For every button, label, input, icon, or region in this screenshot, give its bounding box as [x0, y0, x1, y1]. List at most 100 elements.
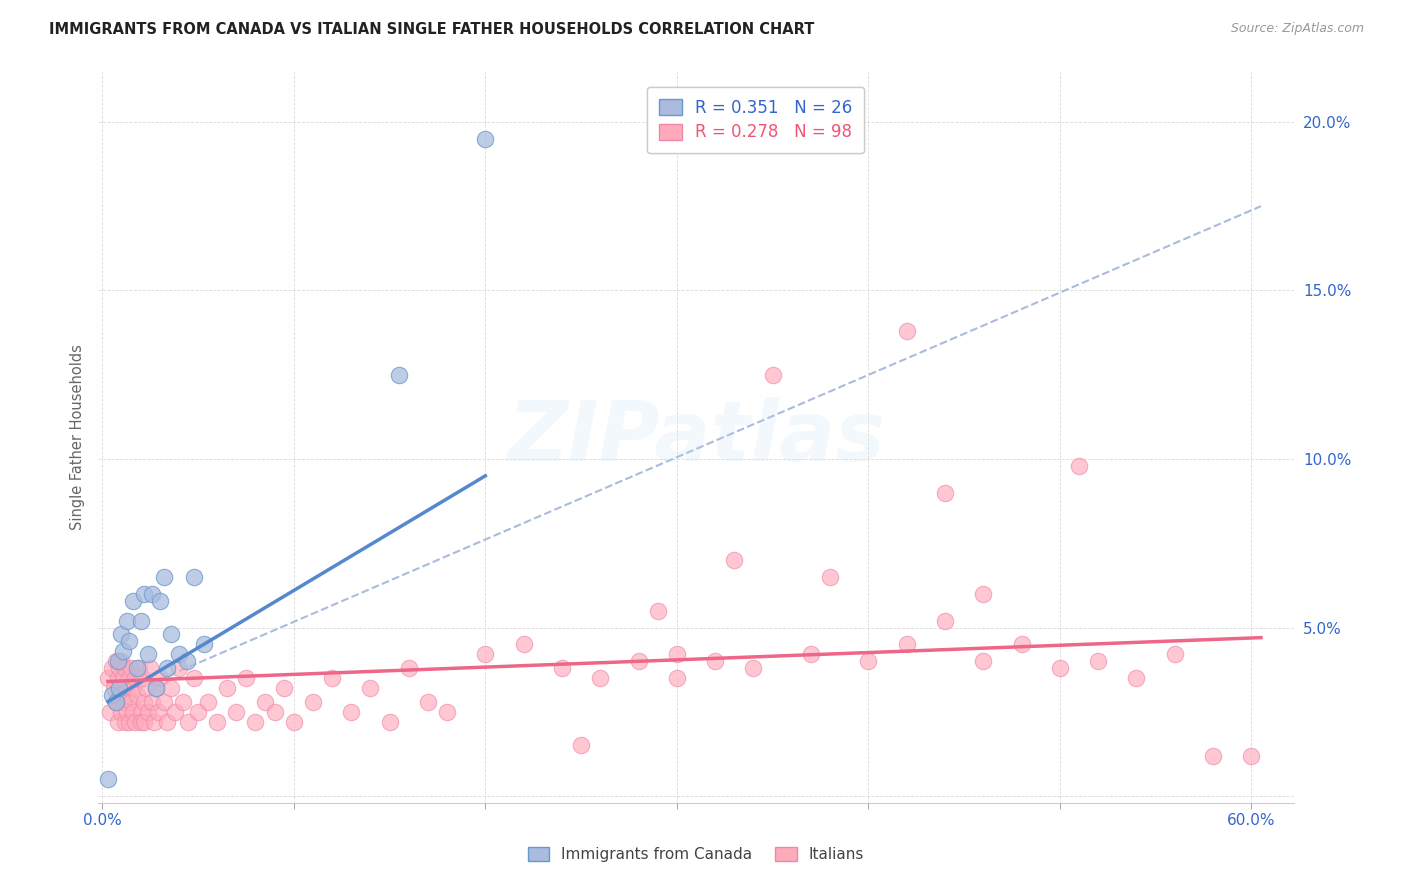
Point: [152, 695, 174, 709]
Point: [665, 648, 688, 662]
Point: [115, 705, 138, 719]
Point: [378, 714, 401, 729]
Point: [149, 671, 172, 685]
Point: [118, 714, 141, 729]
Point: [131, 671, 153, 685]
Point: [128, 661, 150, 675]
Point: [215, 681, 238, 696]
Point: [187, 705, 209, 719]
Text: ZIPatlas: ZIPatlas: [508, 397, 884, 477]
Point: [115, 688, 138, 702]
Point: [896, 324, 918, 338]
Point: [934, 614, 956, 628]
Point: [149, 593, 172, 607]
Point: [101, 688, 124, 702]
Point: [122, 593, 145, 607]
Point: [134, 695, 156, 709]
Point: [474, 132, 496, 146]
Point: [761, 368, 783, 382]
Point: [114, 661, 136, 675]
Point: [273, 681, 295, 696]
Point: [359, 681, 381, 696]
Point: [512, 637, 534, 651]
Point: [177, 714, 200, 729]
Point: [118, 634, 141, 648]
Point: [107, 671, 129, 685]
Point: [143, 714, 166, 729]
Point: [104, 695, 127, 709]
Point: [141, 587, 163, 601]
Point: [104, 654, 127, 668]
Point: [800, 648, 823, 662]
Point: [124, 714, 146, 729]
Point: [108, 681, 131, 696]
Point: [135, 681, 157, 696]
Point: [205, 714, 228, 729]
Point: [112, 695, 135, 709]
Point: [112, 671, 135, 685]
Legend: Immigrants from Canada, Italians: Immigrants from Canada, Italians: [522, 840, 870, 868]
Point: [125, 688, 148, 702]
Point: [283, 714, 305, 729]
Point: [302, 695, 325, 709]
Point: [134, 714, 156, 729]
Point: [145, 681, 167, 696]
Point: [263, 705, 285, 719]
Point: [167, 648, 190, 662]
Point: [97, 671, 120, 685]
Point: [972, 587, 994, 601]
Point: [108, 661, 131, 675]
Point: [104, 695, 127, 709]
Point: [108, 688, 131, 702]
Point: [172, 695, 194, 709]
Point: [112, 644, 135, 658]
Point: [193, 637, 215, 651]
Point: [436, 705, 458, 719]
Point: [101, 661, 124, 675]
Point: [120, 695, 142, 709]
Point: [1125, 671, 1147, 685]
Point: [139, 661, 162, 675]
Point: [1164, 648, 1187, 662]
Point: [321, 671, 343, 685]
Point: [122, 705, 145, 719]
Point: [124, 671, 146, 685]
Point: [125, 661, 148, 675]
Point: [1240, 748, 1263, 763]
Point: [225, 705, 247, 719]
Point: [197, 695, 219, 709]
Point: [122, 681, 145, 696]
Point: [160, 681, 183, 696]
Point: [163, 705, 186, 719]
Point: [742, 661, 765, 675]
Point: [569, 739, 592, 753]
Point: [254, 695, 277, 709]
Point: [129, 714, 152, 729]
Point: [110, 705, 132, 719]
Point: [474, 648, 496, 662]
Y-axis label: Single Father Households: Single Father Households: [69, 344, 84, 530]
Point: [647, 604, 669, 618]
Point: [160, 627, 183, 641]
Point: [1011, 637, 1033, 651]
Point: [129, 705, 152, 719]
Point: [120, 661, 142, 675]
Point: [245, 714, 267, 729]
Point: [146, 705, 169, 719]
Point: [129, 614, 152, 628]
Point: [156, 714, 179, 729]
Point: [388, 368, 411, 382]
Point: [97, 772, 120, 787]
Point: [551, 661, 574, 675]
Point: [934, 485, 956, 500]
Point: [1087, 654, 1109, 668]
Point: [107, 654, 129, 668]
Point: [156, 661, 179, 675]
Point: [627, 654, 650, 668]
Point: [340, 705, 363, 719]
Point: [107, 714, 129, 729]
Point: [136, 648, 159, 662]
Point: [110, 627, 132, 641]
Point: [115, 614, 138, 628]
Point: [134, 587, 156, 601]
